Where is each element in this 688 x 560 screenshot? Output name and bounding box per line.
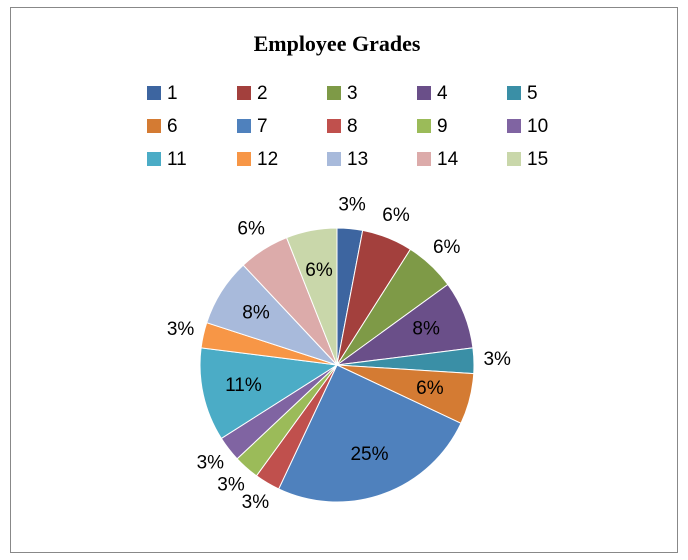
legend-swatch [417,152,431,166]
legend-swatch [147,152,161,166]
legend-label: 5 [527,83,538,104]
legend-label: 3 [347,83,358,104]
legend-label: 6 [167,116,178,137]
data-label: 8% [242,303,270,324]
legend-swatch [507,86,521,100]
data-label: 6% [416,378,444,399]
legend-label: 4 [437,83,448,104]
data-label: 3% [242,492,270,513]
legend-label: 7 [257,116,268,137]
legend-swatch [147,119,161,133]
legend-label: 12 [257,149,278,170]
legend-swatch [417,86,431,100]
legend-swatch [507,119,521,133]
data-label: 11% [225,375,262,396]
data-label: 6% [237,219,265,240]
legend-label: 2 [257,83,268,104]
legend-label: 1 [167,83,178,104]
legend-swatch [507,152,521,166]
legend-swatch [237,119,251,133]
pie-slice [199,347,339,440]
legend-label: 9 [437,116,448,137]
legend-label: 11 [167,149,187,170]
data-label: 3% [167,319,195,340]
data-label: 25% [350,444,388,465]
data-label: 3% [338,194,366,215]
data-label: 6% [382,205,410,226]
data-label: 6% [433,237,461,258]
data-label: 3% [483,349,511,370]
legend-swatch [327,119,341,133]
data-label: 8% [412,319,440,340]
legend-label: 8 [347,116,358,137]
chart-title: Employee Grades [254,31,421,56]
legend-label: 14 [437,149,459,170]
pie-slice [278,364,462,503]
legend-label: 10 [527,116,548,137]
legend-swatch [417,119,431,133]
legend-swatch [237,152,251,166]
legend-swatch [237,86,251,100]
legend-label: 13 [347,149,368,170]
pie-slice [285,227,338,366]
data-label: 3% [217,474,245,495]
legend-swatch [327,86,341,100]
data-label: 3% [197,452,225,473]
legend-swatch [327,152,341,166]
legend-swatch [147,86,161,100]
legend-label: 15 [527,149,548,170]
data-label: 6% [305,260,333,281]
